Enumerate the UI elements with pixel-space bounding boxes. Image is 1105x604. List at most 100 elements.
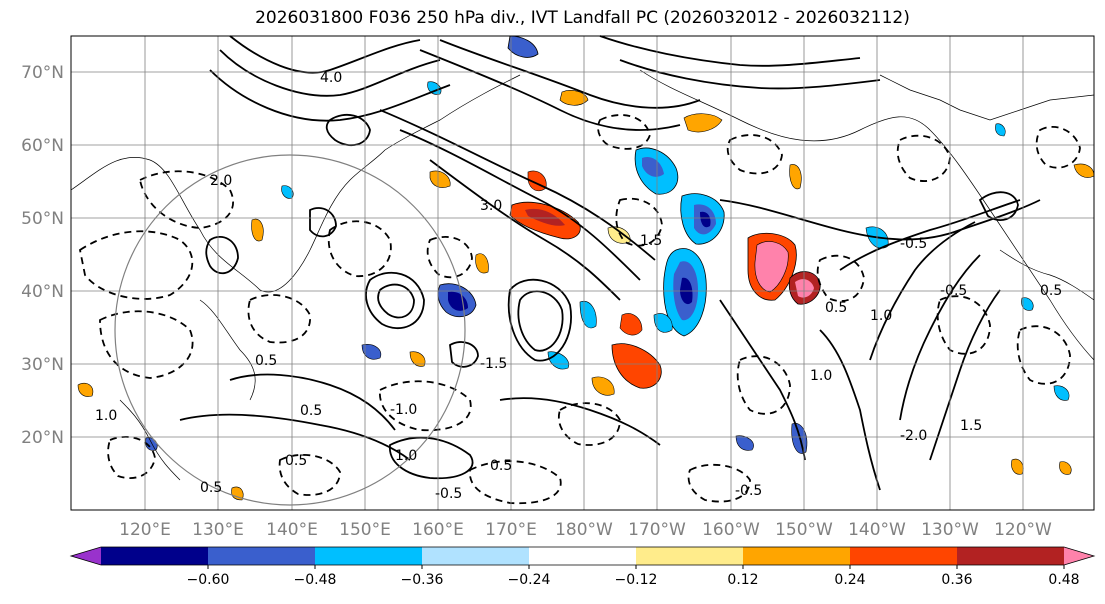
lon-label: 180°W bbox=[555, 520, 613, 540]
div-patch bbox=[429, 170, 451, 188]
contour-label: 0.5 bbox=[1040, 283, 1062, 299]
contour-line bbox=[869, 221, 976, 361]
colorbar-bin bbox=[529, 547, 637, 565]
lat-label: 20°N bbox=[21, 428, 64, 448]
div-patch bbox=[559, 90, 589, 106]
contour-line bbox=[839, 199, 1021, 271]
lat-label: 40°N bbox=[21, 282, 64, 302]
longitude-labels: 120°E 130°E 140°E 150°E 160°E 170°E 180°… bbox=[119, 520, 1052, 540]
contour-line bbox=[978, 191, 1019, 221]
colorbar-tick-label: 0.12 bbox=[727, 572, 758, 588]
contour-line bbox=[399, 129, 641, 281]
lat-label: 50°N bbox=[21, 209, 64, 229]
lon-label: 150°E bbox=[339, 520, 391, 540]
colorbar-bin bbox=[636, 547, 744, 565]
contour-line bbox=[377, 283, 415, 319]
contour-line bbox=[726, 134, 783, 175]
contour-line bbox=[429, 159, 621, 301]
contour-line bbox=[419, 49, 681, 131]
contour-line bbox=[936, 295, 991, 355]
contour-line bbox=[896, 134, 951, 182]
contour-line bbox=[929, 289, 1001, 461]
lon-label: 120°E bbox=[119, 520, 171, 540]
colorbar-tick-label: −0.24 bbox=[508, 572, 551, 588]
colorbar-tick-label: 0.36 bbox=[941, 572, 972, 588]
lon-label: 160°E bbox=[412, 520, 464, 540]
contour-label: 4.0 bbox=[320, 70, 342, 86]
lon-label: 130°E bbox=[192, 520, 244, 540]
div-patch bbox=[77, 382, 94, 397]
colorbar-outline bbox=[69, 546, 1096, 566]
coastline bbox=[70, 149, 386, 293]
colorbar-tick-label: −0.12 bbox=[615, 572, 658, 588]
div-patch bbox=[1059, 461, 1072, 475]
contour-line bbox=[379, 109, 656, 261]
div-patch bbox=[231, 486, 244, 501]
contour-label: 2.0 bbox=[210, 173, 232, 189]
lon-label: 140°W bbox=[848, 520, 906, 540]
contour-line bbox=[247, 294, 311, 344]
contours-dashed bbox=[78, 114, 1081, 505]
lat-label: 60°N bbox=[21, 136, 64, 156]
contour-line bbox=[439, 39, 701, 109]
divergence-shading bbox=[77, 35, 1095, 501]
contour-line bbox=[1016, 325, 1071, 385]
colorbar-tick-label: −0.60 bbox=[187, 572, 230, 588]
figure-title: 2026031800 F036 250 hPa div., IVT Landfa… bbox=[255, 8, 910, 28]
lat-label: 70°N bbox=[21, 63, 64, 83]
contour-line bbox=[389, 436, 474, 480]
colorbar-bin bbox=[422, 547, 530, 565]
contour-label: -0.5 bbox=[900, 236, 927, 252]
contour-label: -0.5 bbox=[940, 283, 967, 299]
contour-line bbox=[325, 113, 371, 147]
div-patch bbox=[700, 211, 711, 228]
contour-label: 0.5 bbox=[490, 458, 512, 474]
contour-label: 1.0 bbox=[810, 368, 832, 384]
map-panel: 4.0 -0.5 -1.0 0.5 1.0 1.5 2.0 3.0 -0.5 0… bbox=[70, 35, 1095, 511]
contour-line bbox=[736, 355, 791, 415]
colorbar-tick-label: 0.48 bbox=[1048, 572, 1079, 588]
coastline bbox=[119, 399, 181, 481]
contour-line bbox=[507, 278, 572, 362]
contour-line bbox=[278, 453, 341, 496]
contour-line bbox=[557, 402, 621, 446]
contour-line bbox=[719, 299, 806, 461]
contours-solid bbox=[179, 35, 1041, 491]
contour-label: 1.0 bbox=[95, 408, 117, 424]
div-patch bbox=[475, 253, 489, 274]
colorbar: −0.60 −0.48 −0.36 −0.24 −0.12 0.12 0.24 0.36 0.4… bbox=[69, 546, 1096, 588]
contour-line bbox=[309, 207, 337, 238]
contour-line bbox=[719, 199, 1041, 241]
contour-label: -1.5 bbox=[480, 356, 507, 372]
contour-line bbox=[379, 380, 472, 432]
contour-line bbox=[229, 35, 421, 74]
colorbar-bin bbox=[850, 547, 958, 565]
coastline bbox=[879, 74, 1095, 121]
div-patch bbox=[642, 156, 664, 177]
gridlines bbox=[71, 36, 1094, 510]
div-patch bbox=[409, 351, 426, 367]
contour-label: 3.0 bbox=[480, 198, 502, 214]
div-patch bbox=[1011, 458, 1024, 475]
contour-line bbox=[365, 271, 425, 329]
contour-label: -2.0 bbox=[900, 428, 927, 444]
contour-line bbox=[499, 397, 661, 446]
contour-label: 1.5 bbox=[960, 418, 982, 434]
lon-label: 170°E bbox=[485, 520, 537, 540]
contour-labels: 4.0 -0.5 -1.0 0.5 1.0 1.5 2.0 3.0 -0.5 0… bbox=[95, 70, 1062, 502]
contour-line bbox=[816, 254, 865, 302]
colorbar-extend-low bbox=[71, 547, 101, 565]
contour-line bbox=[687, 463, 751, 503]
coastline bbox=[199, 299, 256, 401]
range-ring bbox=[114, 154, 466, 506]
div-patch bbox=[683, 113, 723, 133]
contour-line bbox=[99, 310, 194, 379]
latitude-labels: 70°N 60°N 50°N 40°N 30°N 20°N bbox=[21, 63, 64, 448]
map-background bbox=[71, 36, 1094, 510]
contour-label: 1.0 bbox=[395, 448, 417, 464]
contour-line bbox=[615, 197, 663, 247]
contour-line bbox=[426, 236, 473, 279]
contour-line bbox=[517, 290, 564, 352]
div-patch bbox=[525, 208, 565, 226]
